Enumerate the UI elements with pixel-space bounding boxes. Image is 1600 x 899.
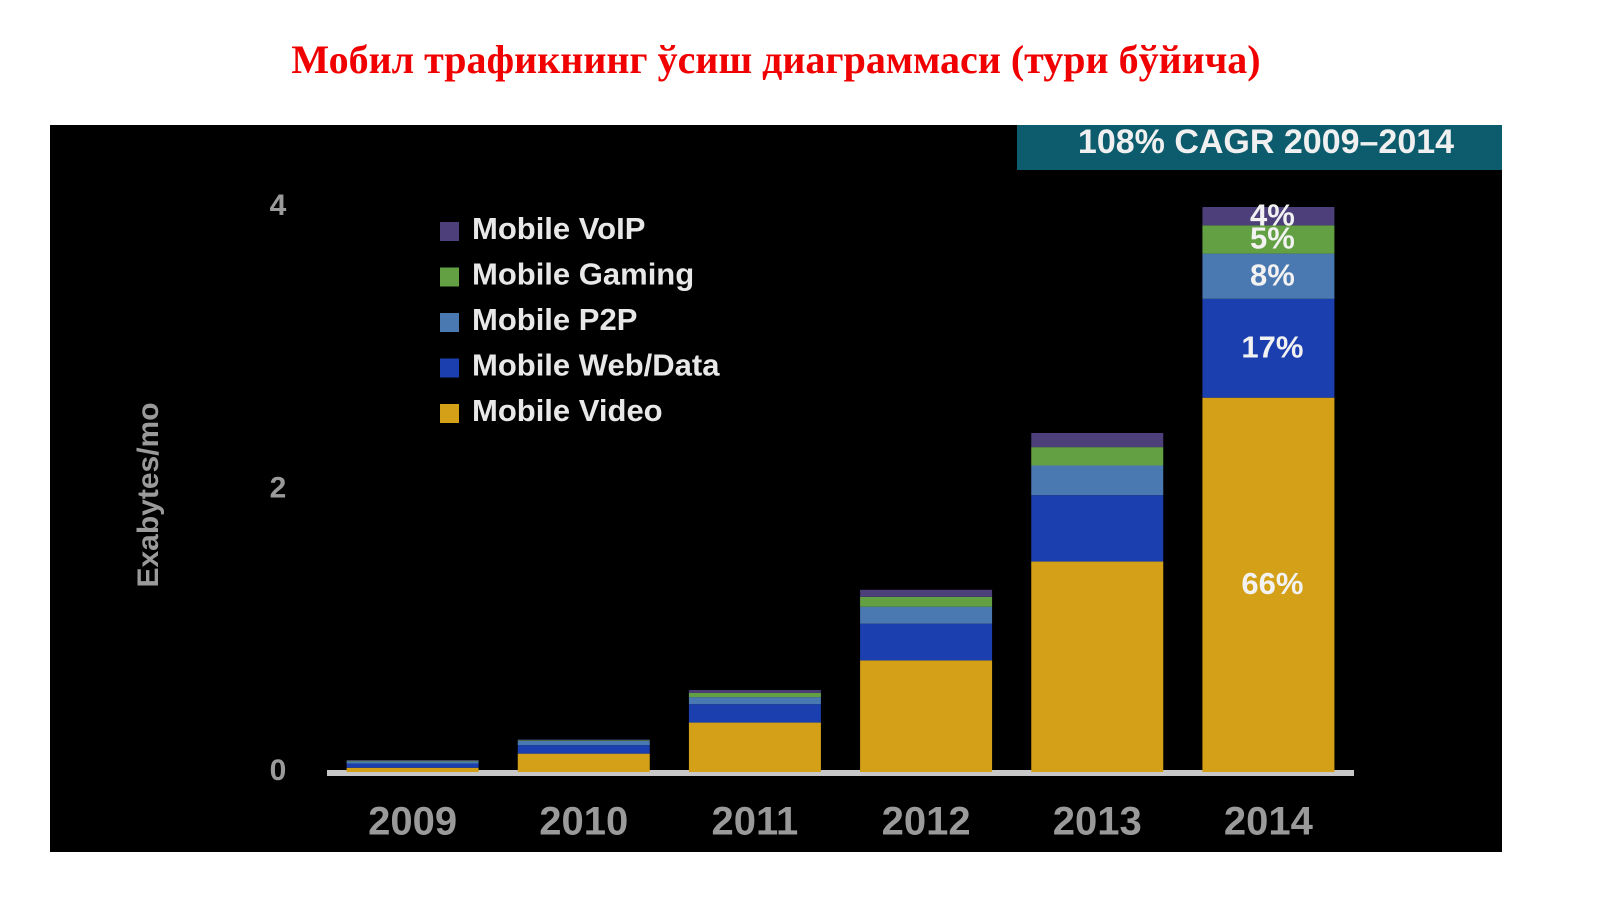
bar-segment xyxy=(1202,397,1335,772)
y-axis-label: Exabytes/mo xyxy=(132,402,165,587)
bar-segment xyxy=(517,753,650,772)
y-tick-label: 4 xyxy=(270,189,287,222)
bar-segment xyxy=(688,690,821,693)
bar-segment xyxy=(1202,298,1335,398)
y-tick-label: 2 xyxy=(270,471,287,504)
bar-segment xyxy=(517,739,650,741)
bar-segment xyxy=(517,745,650,754)
legend-swatch xyxy=(440,404,459,423)
bar-segment xyxy=(860,596,993,607)
legend-swatch xyxy=(440,267,459,287)
bar-segment xyxy=(1031,495,1164,562)
bar-segment xyxy=(688,697,821,705)
x-tick-label: 2010 xyxy=(539,800,628,844)
legend-label: Mobile VoIP xyxy=(472,211,645,246)
bar-segment xyxy=(346,767,479,772)
y-tick-label: 0 xyxy=(270,754,287,787)
legend-label: Mobile Web/Data xyxy=(472,348,720,383)
bar-segment xyxy=(1202,253,1335,299)
bar-segment xyxy=(1031,465,1164,496)
share-label: 17% xyxy=(1241,329,1303,364)
legend-label: Mobile P2P xyxy=(472,302,637,337)
bar-segment xyxy=(688,722,821,772)
bar-segment xyxy=(860,623,993,661)
share-label: 66% xyxy=(1241,566,1303,601)
bar-segment xyxy=(860,606,993,624)
bar-segment xyxy=(1031,447,1164,466)
bar-segment xyxy=(1031,561,1164,772)
x-tick-label: 2013 xyxy=(1053,800,1142,844)
bar-segment xyxy=(346,759,479,761)
chart-title: Мобил трафикнинг ўсиш диаграммаси (тури … xyxy=(291,37,1260,82)
bar-segment xyxy=(860,589,993,597)
legend-swatch xyxy=(440,222,459,241)
bar-segment xyxy=(1031,433,1164,448)
bar-segment xyxy=(346,760,479,762)
bar-segment xyxy=(517,740,650,746)
x-tick-label: 2012 xyxy=(882,800,971,844)
bar-segment xyxy=(688,692,821,698)
bar-segment xyxy=(1202,207,1335,226)
bar-segment xyxy=(1202,225,1335,254)
legend-label: Mobile Video xyxy=(472,393,663,428)
bar-segment xyxy=(517,740,650,741)
bar-segment xyxy=(346,763,479,768)
bar-segment xyxy=(346,761,479,764)
annotation-box xyxy=(1017,125,1502,170)
bar-segment xyxy=(688,704,821,723)
x-tick-label: 2014 xyxy=(1224,800,1314,844)
bar-segment xyxy=(860,660,993,772)
annotation: 108% CAGR 2009–2014 xyxy=(1078,123,1454,161)
legend-swatch xyxy=(440,358,459,378)
x-tick-label: 2009 xyxy=(368,800,457,844)
share-label: 4% xyxy=(1250,197,1295,232)
legend-label: Mobile Gaming xyxy=(472,257,694,292)
x-tick-label: 2011 xyxy=(712,800,799,844)
legend-swatch xyxy=(440,313,459,332)
share-label: 5% xyxy=(1250,221,1295,256)
share-label: 8% xyxy=(1250,257,1295,292)
